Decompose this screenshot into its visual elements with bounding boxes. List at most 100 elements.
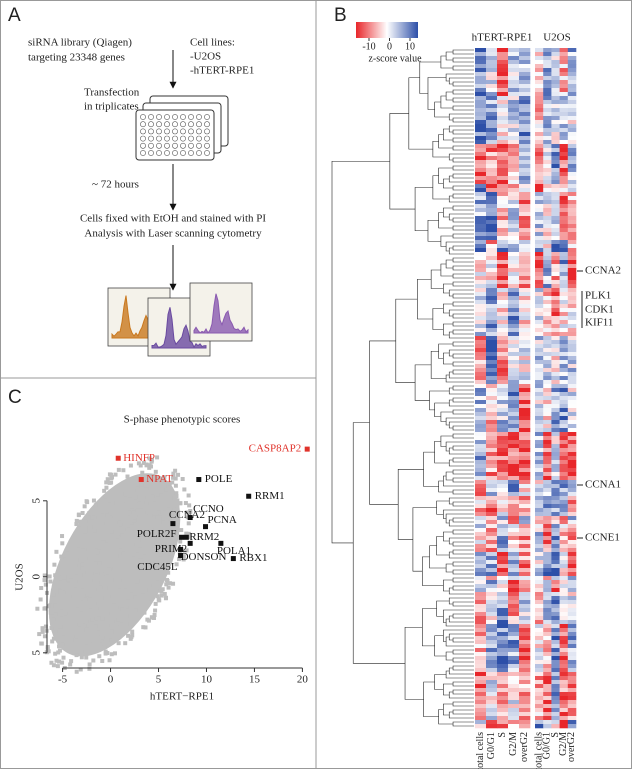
background-point — [135, 548, 140, 553]
background-point — [73, 583, 78, 588]
heatmap-cell — [543, 576, 552, 581]
heatmap-cell — [486, 416, 498, 421]
dendrogram-branch — [452, 457, 474, 463]
heatmap-cell — [486, 492, 498, 497]
heatmap-cell — [567, 492, 577, 497]
heatmap-cell — [519, 416, 531, 421]
heatmap-cell — [559, 644, 569, 649]
dendrogram-branch — [434, 440, 450, 464]
heatmap-cell — [497, 92, 509, 97]
dendrogram-branch — [436, 536, 450, 556]
heatmap-cell — [486, 424, 498, 429]
heatmap-cell — [551, 256, 560, 261]
heatmap-cell — [486, 244, 498, 249]
x-tick-label: 10 — [201, 674, 213, 686]
point — [304, 446, 310, 452]
background-point — [53, 573, 58, 578]
background-point — [124, 599, 129, 604]
heatmap-cell — [535, 432, 544, 437]
heatmap-cell — [535, 592, 544, 597]
heatmap-cell — [497, 464, 509, 469]
heatmap-cell — [535, 416, 544, 421]
heatmap-cell — [497, 428, 509, 433]
heatmap-cell — [497, 420, 509, 425]
heatmap-cell — [497, 124, 509, 129]
dendrogram-branch — [445, 259, 454, 269]
heatmap-cell — [551, 536, 560, 541]
background-point — [152, 497, 157, 502]
dendrogram-branch — [438, 709, 454, 725]
background-point — [163, 595, 168, 600]
background-point — [121, 468, 126, 473]
heatmap-cell — [497, 616, 509, 621]
heatmap-cell — [497, 84, 509, 89]
heatmap-cell — [508, 236, 520, 241]
background-point — [48, 607, 53, 612]
dendrogram-branch — [443, 178, 454, 189]
heatmap-cell — [497, 392, 509, 397]
heatmap-cell — [559, 480, 569, 485]
dendrogram-branch — [445, 563, 454, 573]
heatmap-cell — [543, 56, 552, 61]
heatmap-cell — [551, 600, 560, 605]
heatmap-cell — [535, 80, 544, 85]
background-point — [132, 477, 137, 482]
background-point — [174, 521, 179, 526]
heatmap-cell — [519, 208, 531, 213]
heatmap-cell — [535, 396, 544, 401]
heatmap-cell — [475, 80, 487, 85]
point-label: RRM1 — [255, 490, 285, 502]
heatmap-cell — [567, 328, 577, 333]
heatmap-cell — [551, 584, 560, 589]
background-point — [74, 518, 79, 523]
background-point — [111, 594, 116, 599]
background-point — [62, 553, 67, 558]
heatmap-cell — [543, 624, 552, 629]
heatmap-cell — [475, 480, 487, 485]
heatmap-cell — [559, 612, 569, 617]
background-point — [100, 635, 105, 640]
background-point — [50, 588, 55, 593]
heatmap-cell — [519, 692, 531, 697]
heatmap-cell — [551, 80, 560, 85]
background-point — [128, 613, 133, 618]
heatmap-cell — [543, 380, 552, 385]
heatmap-cell — [486, 356, 498, 361]
dendrogram-branch — [440, 55, 454, 69]
heatmap-cell — [551, 152, 560, 157]
heatmap-cell — [508, 220, 520, 225]
heatmap-cell — [567, 236, 577, 241]
heatmap-cell — [535, 240, 544, 245]
heatmap-cell — [567, 332, 577, 337]
heatmap-cell — [508, 480, 520, 485]
heatmap-cell — [551, 392, 560, 397]
heatmap-cell — [543, 568, 552, 573]
heatmap-cell — [559, 424, 569, 429]
cell-lines: Cell lines: — [190, 37, 235, 49]
heatmap-cell — [475, 672, 487, 677]
heatmap-cell — [551, 664, 560, 669]
heatmap-cell — [486, 140, 498, 145]
heatmap-cell — [535, 284, 544, 289]
heatmap-cell — [559, 128, 569, 133]
heatmap-cell — [508, 80, 520, 85]
heatmap-cell — [508, 452, 520, 457]
background-point — [78, 667, 83, 672]
heatmap-cell — [551, 192, 560, 197]
heatmap-cell — [567, 712, 577, 717]
heatmap-cell — [551, 328, 560, 333]
heatmap-cell — [508, 208, 520, 213]
background-point — [187, 503, 192, 508]
background-point — [121, 513, 126, 518]
heatmap-cell — [497, 240, 509, 245]
heatmap-cell — [543, 588, 552, 593]
heatmap-cell — [519, 168, 531, 173]
heatmap-cell — [535, 152, 544, 157]
background-point — [128, 463, 133, 468]
heatmap-cell — [551, 480, 560, 485]
heatmap-cell — [508, 48, 520, 53]
heatmap-cell — [508, 688, 520, 693]
background-point — [145, 510, 150, 515]
heatmap-cell — [567, 508, 577, 513]
background-point — [135, 581, 140, 586]
